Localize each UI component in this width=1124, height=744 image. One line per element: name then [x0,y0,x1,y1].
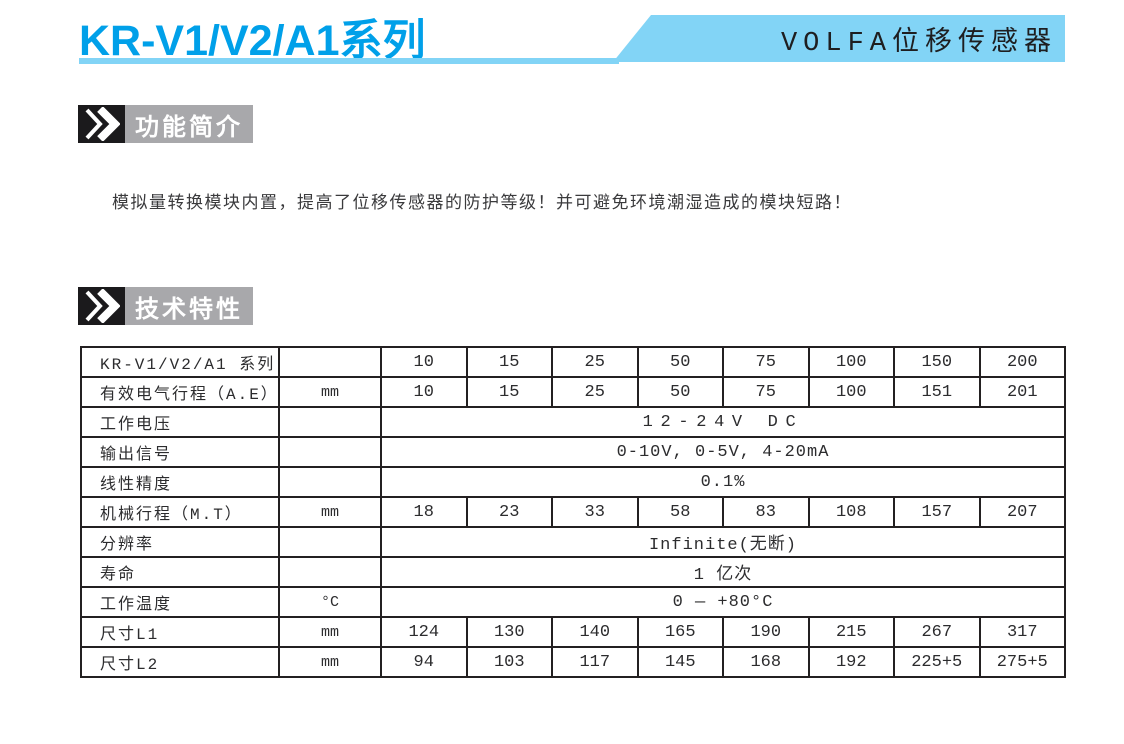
title-underline [79,58,619,64]
cell-value: 267 [893,616,981,648]
row-label: 输出信号 [80,436,280,468]
cell-value: 15 [465,346,553,378]
cell-value: 190 [722,616,810,648]
cell-value: 150 [893,346,981,378]
cell-value: 103 [465,646,553,678]
cell-value: 50 [636,376,724,408]
cell-value: 165 [636,616,724,648]
cell-value: 23 [465,496,553,528]
row-unit: °C [278,586,382,618]
cell-value: 200 [978,346,1066,378]
cell-value: 94 [380,646,468,678]
page-title: KR-V1/V2/A1系列 [79,17,426,65]
row-unit [278,466,382,498]
table-row: 工作电压 12-24V DC [80,406,1066,438]
row-unit: mm [278,616,382,648]
row-label: KR-V1/V2/A1 系列 [80,346,280,378]
row-label: 机械行程（M.T） [80,496,280,528]
table-row: 分辨率 Infinite(无断) [80,526,1066,558]
table-row: 尺寸L1 mm 124 130 140 165 190 215 267 317 [80,616,1066,648]
table-row: 寿命 1 亿次 [80,556,1066,588]
cell-value: 275+5 [978,646,1066,678]
row-label: 尺寸L1 [80,616,280,648]
row-unit [278,346,382,378]
row-unit: mm [278,496,382,528]
table-row: 有效电气行程（A.E） mm 10 15 25 50 75 100 151 201 [80,376,1066,408]
cell-value: 33 [551,496,639,528]
row-label: 线性精度 [80,466,280,498]
cell-value: 15 [465,376,553,408]
row-label: 工作温度 [80,586,280,618]
cell-value: 207 [978,496,1066,528]
row-label: 寿命 [80,556,280,588]
cell-value: 140 [551,616,639,648]
cell-value: 18 [380,496,468,528]
table-row: 输出信号 0-10V, 0-5V, 4-20mA [80,436,1066,468]
row-unit [278,406,382,438]
cell-value: 168 [722,646,810,678]
cell-value: 317 [978,616,1066,648]
row-span-value: Infinite(无断) [380,526,1066,558]
row-unit [278,436,382,468]
cell-value: 108 [807,496,895,528]
row-span-value: 0-10V, 0-5V, 4-20mA [380,436,1066,468]
cell-value: 124 [380,616,468,648]
cell-value: 225+5 [893,646,981,678]
table-row: 机械行程（M.T） mm 18 23 33 58 83 108 157 207 [80,496,1066,528]
cell-value: 50 [636,346,724,378]
product-banner: VOLFA位移传感器 [613,15,1065,62]
intro-paragraph: 模拟量转换模块内置，提高了位移传感器的防护等级！并可避免环境潮湿造成的模块短路！ [112,193,852,212]
section-badge-label: 技术特性 [125,287,253,325]
cell-value: 192 [807,646,895,678]
cell-value: 151 [893,376,981,408]
cell-value: 75 [722,346,810,378]
table-row: 尺寸L2 mm 94 103 117 145 168 192 225+5 275+5 [80,646,1066,678]
cell-value: 83 [722,496,810,528]
cell-value: 100 [807,346,895,378]
cell-value: 10 [380,346,468,378]
row-span-value: 12-24V DC [380,406,1066,438]
cell-value: 58 [636,496,724,528]
double-chevron-icon [78,105,125,143]
row-span-value: 0 — +80°C [380,586,1066,618]
row-unit [278,556,382,588]
cell-value: 145 [636,646,724,678]
section-header-intro: 功能简介 [78,105,253,143]
row-label: 工作电压 [80,406,280,438]
row-unit: mm [278,646,382,678]
cell-value: 117 [551,646,639,678]
cell-value: 130 [465,616,553,648]
row-unit: mm [278,376,382,408]
row-label: 有效电气行程（A.E） [80,376,280,408]
row-label: 分辨率 [80,526,280,558]
row-span-value: 1 亿次 [380,556,1066,588]
table-row: 线性精度 0.1% [80,466,1066,498]
spec-table: KR-V1/V2/A1 系列 10 15 25 50 75 100 150 200 有效电气行程（… [80,346,1066,678]
cell-value: 25 [551,376,639,408]
double-chevron-icon [78,287,125,325]
banner-label: VOLFA位移传感器 [780,28,1057,59]
row-span-value: 0.1% [380,466,1066,498]
cell-value: 100 [807,376,895,408]
cell-value: 10 [380,376,468,408]
section-badge-label: 功能简介 [125,105,253,143]
section-header-tech: 技术特性 [78,287,253,325]
cell-value: 215 [807,616,895,648]
spec-table-body: KR-V1/V2/A1 系列 10 15 25 50 75 100 150 200 有效电气行程（… [80,346,1066,678]
row-unit [278,526,382,558]
table-row: 工作温度 °C 0 — +80°C [80,586,1066,618]
cell-value: 157 [893,496,981,528]
cell-value: 25 [551,346,639,378]
table-row: KR-V1/V2/A1 系列 10 15 25 50 75 100 150 200 [80,346,1066,378]
cell-value: 201 [978,376,1066,408]
cell-value: 75 [722,376,810,408]
row-label: 尺寸L2 [80,646,280,678]
